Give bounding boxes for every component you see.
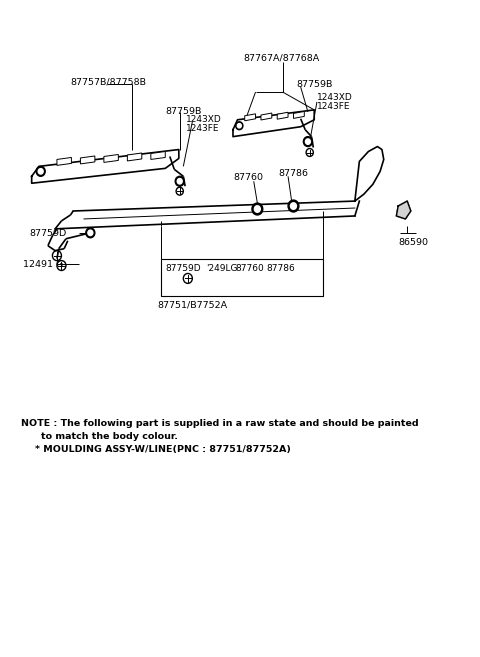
Text: 1243FE: 1243FE	[317, 102, 350, 112]
Circle shape	[177, 179, 182, 184]
Text: 87786: 87786	[278, 169, 308, 178]
Polygon shape	[81, 156, 95, 164]
Text: 87759B: 87759B	[165, 107, 202, 116]
Circle shape	[236, 122, 243, 129]
Circle shape	[305, 139, 311, 145]
Text: 87759D: 87759D	[30, 229, 67, 238]
Circle shape	[254, 206, 260, 212]
Text: 86590: 86590	[398, 238, 428, 247]
Text: 12491 G: 12491 G	[23, 260, 63, 269]
Polygon shape	[396, 201, 411, 219]
Bar	[161, 259, 323, 296]
Polygon shape	[261, 113, 272, 120]
Text: 87767A/87768A: 87767A/87768A	[244, 54, 320, 63]
Circle shape	[237, 124, 241, 128]
Text: 87759B: 87759B	[296, 79, 333, 89]
Text: 1243XD: 1243XD	[186, 115, 222, 124]
Text: 87760: 87760	[236, 264, 264, 273]
Circle shape	[303, 137, 312, 147]
Text: '249LG: '249LG	[206, 264, 238, 273]
Circle shape	[88, 230, 93, 236]
Text: 87760: 87760	[233, 173, 263, 182]
Polygon shape	[127, 153, 142, 161]
Polygon shape	[277, 112, 288, 119]
Polygon shape	[245, 114, 255, 121]
Circle shape	[288, 200, 299, 212]
Text: * MOULDING ASSY-W/LINE(PNC : 87751/87752A): * MOULDING ASSY-W/LINE(PNC : 87751/87752…	[35, 445, 291, 454]
Text: 87751/B7752A: 87751/B7752A	[157, 301, 228, 309]
Text: 87786: 87786	[266, 264, 295, 273]
Text: 87759D: 87759D	[165, 264, 201, 273]
Circle shape	[86, 228, 95, 238]
Text: 1243XD: 1243XD	[317, 93, 353, 102]
Circle shape	[290, 203, 297, 210]
Circle shape	[36, 166, 45, 176]
Polygon shape	[104, 154, 119, 162]
Polygon shape	[293, 112, 304, 118]
Polygon shape	[57, 158, 72, 166]
Text: to match the body colour.: to match the body colour.	[41, 432, 178, 441]
Circle shape	[175, 176, 184, 186]
Circle shape	[252, 203, 263, 215]
Text: 87757B/87758B: 87757B/87758B	[71, 78, 146, 87]
Text: NOTE : The following part is supplied in a raw state and should be painted: NOTE : The following part is supplied in…	[21, 419, 419, 428]
Circle shape	[38, 169, 43, 174]
Polygon shape	[151, 152, 165, 160]
Text: 1243FE: 1243FE	[186, 124, 219, 133]
